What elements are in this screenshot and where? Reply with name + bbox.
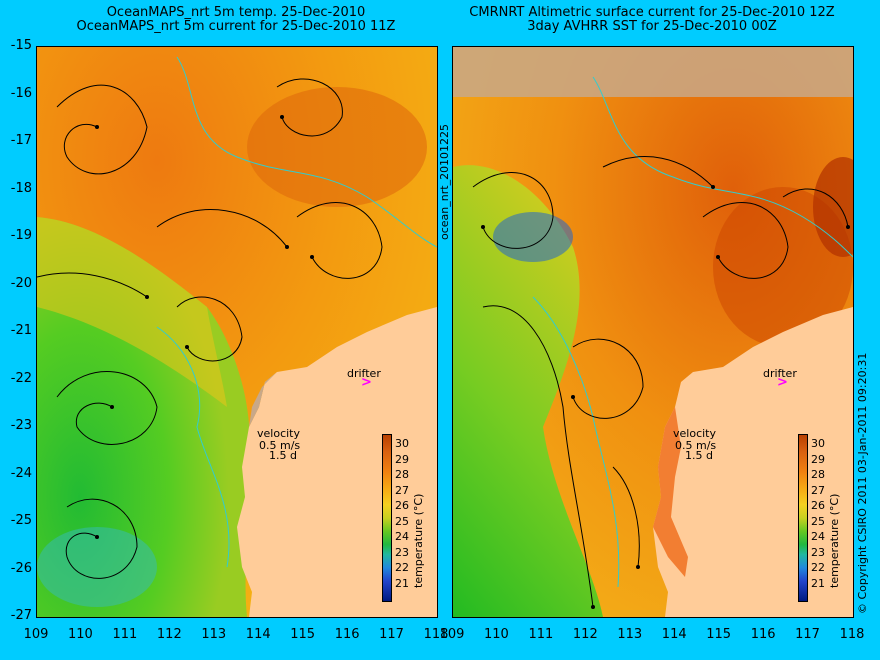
latitude-tick-label: -22 [10, 370, 32, 386]
latitude-tick-label: -16 [10, 85, 32, 101]
right-map-title: CMRNRT Altimetric surface current for 25… [452, 6, 852, 34]
latitude-tick-label: -18 [10, 180, 32, 196]
longitude-tick-label: 111 [112, 627, 138, 642]
latitude-tick-label: -27 [10, 608, 32, 623]
latitude-tick-label: -19 [10, 228, 32, 243]
left-title-line1: OceanMAPS_nrt 5m temp. 25-Dec-2010 [106, 5, 366, 20]
colorbar-tick-label: 30 [811, 437, 825, 450]
colorbar-tick-label: 29 [811, 452, 825, 466]
colorbar-tick-label: 22 [395, 561, 409, 574]
longitude-tick-label: 115 [290, 627, 316, 642]
colorbar-tick-label: 23 [811, 545, 825, 559]
longitude-tick-label: 118 [423, 627, 449, 642]
left-drifter-label: drifter [347, 367, 381, 380]
right-title-line2: 3day AVHRR SST for 25-Dec-2010 00Z [527, 19, 777, 34]
colorbar-tick-label: 28 [811, 468, 825, 481]
right-drifter-label: drifter [763, 367, 797, 380]
latitude-tick-label: -26 [10, 560, 32, 576]
longitude-tick-label: 113 [201, 627, 227, 642]
latitude-tick-label: -25 [10, 513, 32, 528]
longitude-tick-label: 116 [750, 627, 776, 642]
left-map-panel: velocity 0.5 m/s 1.5 d drifter > [36, 46, 438, 618]
right-drifter-marker: > [777, 375, 788, 390]
colorbar-tick-label: 26 [395, 499, 409, 512]
longitude-tick-label: 114 [245, 627, 271, 642]
left-velocity-speed: 0.5 m/s [259, 439, 301, 452]
left-temperature-map [37, 47, 437, 617]
run-id-label: ocean_nrt_20101225 [438, 123, 451, 240]
colorbar-tick-label: 26 [811, 499, 825, 512]
longitude-tick-label: 116 [334, 627, 360, 642]
right-title-line1: CMRNRT Altimetric surface current for 25… [469, 5, 835, 20]
longitude-tick-label: 118 [839, 627, 865, 642]
left-drifter-marker: > [361, 375, 372, 390]
longitude-tick-label: 111 [528, 627, 554, 642]
latitude-tick-label: -17 [10, 133, 32, 148]
longitude-tick-label: 110 [484, 627, 509, 642]
colorbar-tick-label: 29 [395, 452, 409, 466]
right-velocity-days: 1.5 d [685, 449, 713, 462]
colorbar-tick-label: 22 [811, 561, 825, 574]
left-title-line2: OceanMAPS_nrt 5m current for 25-Dec-2010… [76, 19, 396, 34]
latitude-tick-label: -21 [10, 323, 32, 338]
right-map-panel: velocity 0.5 m/s 1.5 d drifter > [452, 46, 854, 618]
longitude-tick-label: 114 [661, 627, 687, 642]
latitude-tick-label: -15 [10, 38, 32, 53]
right-colorbar [798, 434, 808, 602]
left-colorbar-label: temperature (°C) [412, 493, 425, 588]
latitude-tick-label: -20 [10, 275, 32, 291]
colorbar-tick-label: 30 [395, 437, 409, 450]
longitude-tick-label: 117 [379, 627, 404, 642]
left-velocity-days: 1.5 d [269, 449, 297, 462]
longitude-tick-label: 112 [156, 627, 182, 642]
colorbar-tick-label: 25 [811, 514, 825, 528]
copyright-label: © Copyright CSIRO 2011 03-Jan-2011 09:20… [856, 352, 869, 614]
longitude-tick-label: 115 [706, 627, 732, 642]
longitude-tick-label: 109 [439, 627, 465, 642]
longitude-tick-label: 110 [68, 627, 93, 642]
colorbar-tick-label: 28 [395, 468, 409, 481]
right-velocity-speed: 0.5 m/s [675, 439, 717, 452]
colorbar-tick-label: 21 [811, 576, 825, 590]
colorbar-tick-label: 24 [395, 530, 409, 543]
longitude-tick-label: 109 [23, 627, 49, 642]
colorbar-tick-label: 24 [811, 530, 825, 543]
left-map-title: OceanMAPS_nrt 5m temp. 25-Dec-2010 Ocean… [36, 6, 436, 34]
longitude-tick-label: 112 [572, 627, 598, 642]
right-sst-map [453, 47, 853, 617]
left-colorbar [382, 434, 392, 602]
colorbar-tick-label: 27 [811, 483, 825, 497]
colorbar-tick-label: 23 [395, 545, 409, 559]
colorbar-tick-label: 27 [395, 483, 409, 497]
right-velocity-title: velocity [673, 427, 716, 440]
colorbar-tick-label: 21 [395, 576, 409, 590]
latitude-tick-label: -24 [10, 465, 32, 481]
longitude-tick-label: 117 [795, 627, 820, 642]
right-colorbar-label: temperature (°C) [828, 493, 841, 588]
colorbar-tick-label: 25 [395, 514, 409, 528]
latitude-tick-label: -23 [10, 418, 32, 433]
left-velocity-title: velocity [257, 427, 300, 440]
longitude-tick-label: 113 [617, 627, 643, 642]
